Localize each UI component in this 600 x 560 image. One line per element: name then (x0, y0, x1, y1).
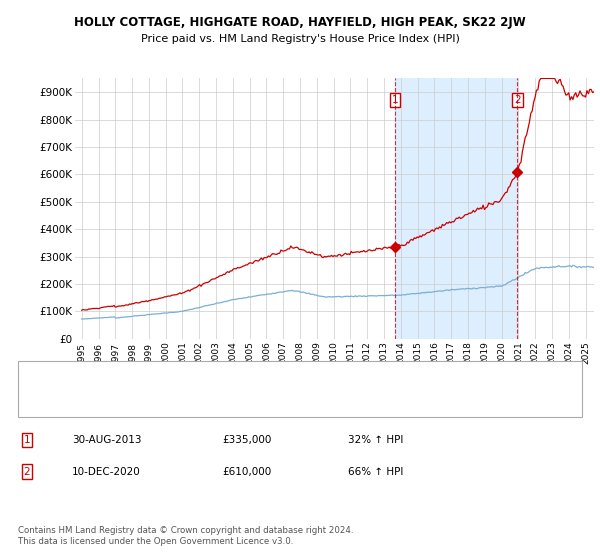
Text: 2: 2 (514, 95, 521, 105)
Text: HPI: Average price, detached house, High Peak: HPI: Average price, detached house, High… (69, 396, 299, 407)
Text: Contains HM Land Registry data © Crown copyright and database right 2024.
This d: Contains HM Land Registry data © Crown c… (18, 526, 353, 546)
Text: HOLLY COTTAGE, HIGHGATE ROAD, HAYFIELD, HIGH PEAK, SK22 2JW: HOLLY COTTAGE, HIGHGATE ROAD, HAYFIELD, … (74, 16, 526, 29)
Text: 1: 1 (392, 95, 398, 105)
Text: 2: 2 (23, 466, 31, 477)
Text: 32% ↑ HPI: 32% ↑ HPI (348, 435, 403, 445)
Text: £610,000: £610,000 (222, 466, 271, 477)
Text: HOLLY COTTAGE, HIGHGATE ROAD, HAYFIELD, HIGH PEAK, SK22 2JW (detached house): HOLLY COTTAGE, HIGHGATE ROAD, HAYFIELD, … (69, 372, 491, 382)
Text: £335,000: £335,000 (222, 435, 271, 445)
Text: 10-DEC-2020: 10-DEC-2020 (72, 466, 141, 477)
Text: Price paid vs. HM Land Registry's House Price Index (HPI): Price paid vs. HM Land Registry's House … (140, 34, 460, 44)
Text: 30-AUG-2013: 30-AUG-2013 (72, 435, 142, 445)
Text: 66% ↑ HPI: 66% ↑ HPI (348, 466, 403, 477)
Text: 1: 1 (23, 435, 31, 445)
Bar (395, 78, 517, 339)
